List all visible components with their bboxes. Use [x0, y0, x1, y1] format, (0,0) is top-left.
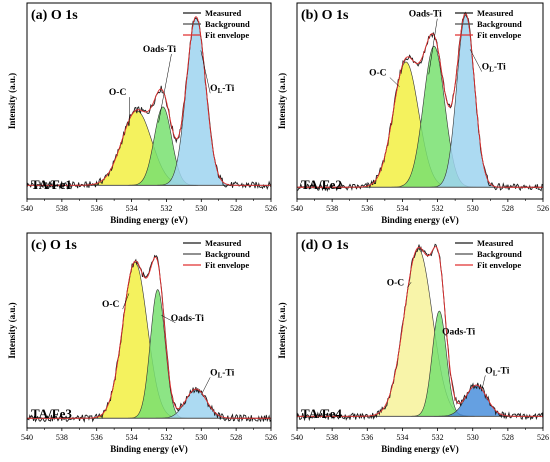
legend-entry-2: Fit envelope — [205, 30, 249, 40]
legend-entry-2: Fit envelope — [205, 260, 249, 270]
peak-leader-0 — [407, 281, 412, 288]
x-axis-label: Binding energy (eV) — [110, 444, 188, 454]
x-tick-label-1: 538 — [56, 204, 68, 213]
x-tick-label-2: 536 — [91, 433, 103, 442]
x-tick-label-6: 528 — [502, 204, 514, 213]
x-tick-label-3: 534 — [396, 433, 408, 442]
peak-label-0: O-C — [102, 300, 120, 310]
peak-label-1: Oads-Ti — [409, 10, 442, 20]
panel-label: (a) O 1s — [31, 8, 78, 23]
envelope-line — [297, 12, 543, 188]
peak-leader-2 — [200, 50, 211, 94]
x-tick-label-0: 540 — [21, 433, 33, 442]
peak-label-0: O-C — [387, 279, 405, 289]
sample-label: TA/Fe1 — [31, 177, 72, 192]
x-tick-label-0: 540 — [21, 204, 33, 213]
peak-leader-1 — [158, 53, 172, 123]
plot-area — [297, 11, 543, 192]
peak-label-1: Oads-Ti — [442, 327, 475, 337]
x-tick-label-5: 530 — [467, 433, 479, 442]
x-tick-label-7: 526 — [265, 433, 277, 442]
plot-area — [27, 16, 271, 191]
y-axis-label: Intensity (a.u.) — [277, 73, 287, 129]
peak-label-2: OL-Ti — [210, 368, 234, 379]
x-tick-label-3: 534 — [396, 204, 408, 213]
peak-label-2: OL-Ti — [485, 366, 509, 377]
panel-b: 540 538 536 534 532 530 528 526 Binding energy (… — [277, 2, 549, 225]
x-tick-label-6: 528 — [230, 433, 242, 442]
x-tick-label-0: 540 — [291, 433, 303, 442]
x-tick-label-1: 538 — [326, 433, 338, 442]
x-tick-label-4: 532 — [432, 433, 444, 442]
panel-c: 540 538 536 534 532 530 528 526 Binding energy (… — [7, 232, 277, 454]
panel-label: (b) O 1s — [301, 8, 349, 23]
peak-leader-1 — [161, 315, 176, 323]
x-tick-label-4: 532 — [432, 204, 444, 213]
panel-label: (d) O 1s — [301, 238, 349, 253]
legend-entry-0: Measured — [205, 8, 241, 18]
plot-area — [297, 243, 543, 422]
peak-label-1: Oads-Ti — [171, 314, 204, 324]
x-tick-label-6: 528 — [230, 204, 242, 213]
legend-entry-1: Background — [477, 19, 522, 29]
peak-label-2: OL-Ti — [482, 63, 506, 74]
x-tick-label-5: 530 — [195, 433, 207, 442]
peak-label-0: O-C — [109, 88, 127, 98]
legend-entry-2: Fit envelope — [477, 260, 521, 270]
peak-label-0: O-C — [369, 69, 387, 79]
x-axis-label: Binding energy (eV) — [381, 215, 459, 225]
peak-leader-1 — [442, 331, 447, 337]
x-tick-label-6: 528 — [502, 433, 514, 442]
legend-entry-0: Measured — [477, 238, 513, 248]
y-axis-label: Intensity (a.u.) — [277, 302, 287, 358]
measured-line — [27, 17, 271, 191]
legend-entry-1: Background — [205, 19, 250, 29]
measured-line — [297, 243, 543, 422]
legend-entry-0: Measured — [477, 8, 513, 18]
plot-area — [27, 254, 271, 423]
peak-label-2: OL-Ti — [210, 84, 234, 95]
sample-label: TA/Fe3 — [31, 406, 72, 421]
x-tick-label-4: 532 — [160, 204, 172, 213]
envelope-line — [297, 246, 543, 417]
peak-leader-0 — [122, 293, 130, 310]
envelope-line — [27, 16, 271, 186]
peak-leader-2 — [481, 375, 486, 392]
sample-label: TA/Fe2 — [301, 177, 342, 192]
legend-entry-1: Background — [205, 249, 250, 259]
x-tick-label-3: 534 — [126, 433, 138, 442]
x-tick-label-7: 526 — [537, 204, 549, 213]
x-tick-label-2: 536 — [91, 204, 103, 213]
x-tick-label-5: 530 — [195, 204, 207, 213]
envelope-line — [27, 256, 271, 419]
peak-leader-2 — [469, 49, 483, 72]
y-axis-label: Intensity (a.u.) — [7, 73, 17, 129]
x-tick-label-3: 534 — [126, 204, 138, 213]
x-tick-label-5: 530 — [467, 204, 479, 213]
x-tick-label-2: 536 — [361, 433, 373, 442]
panel-label: (c) O 1s — [31, 238, 77, 253]
legend-entry-0: Measured — [205, 238, 241, 248]
legend-entry-2: Fit envelope — [477, 30, 521, 40]
x-tick-label-1: 538 — [326, 204, 338, 213]
panel-d: 540 538 536 534 532 530 528 526 Binding energy (… — [277, 232, 549, 454]
peak-leader-2 — [201, 377, 211, 395]
x-tick-label-7: 526 — [537, 433, 549, 442]
x-tick-label-2: 536 — [361, 204, 373, 213]
legend-entry-1: Background — [477, 249, 522, 259]
x-tick-label-1: 538 — [56, 433, 68, 442]
x-tick-label-7: 526 — [265, 204, 277, 213]
x-axis-label: Binding energy (eV) — [381, 444, 459, 454]
x-tick-label-0: 540 — [291, 204, 303, 213]
peak-leader-1 — [428, 18, 438, 75]
y-axis-label: Intensity (a.u.) — [7, 302, 17, 358]
peak-label-1: Oads-Ti — [143, 45, 176, 55]
panel-a: 540 538 536 534 532 530 528 526 Binding energy (… — [7, 2, 277, 225]
x-tick-label-4: 532 — [160, 433, 172, 442]
peak-leader-0 — [389, 77, 400, 88]
sample-label: TA/Fe4 — [301, 406, 342, 421]
x-axis-label: Binding energy (eV) — [110, 215, 188, 225]
